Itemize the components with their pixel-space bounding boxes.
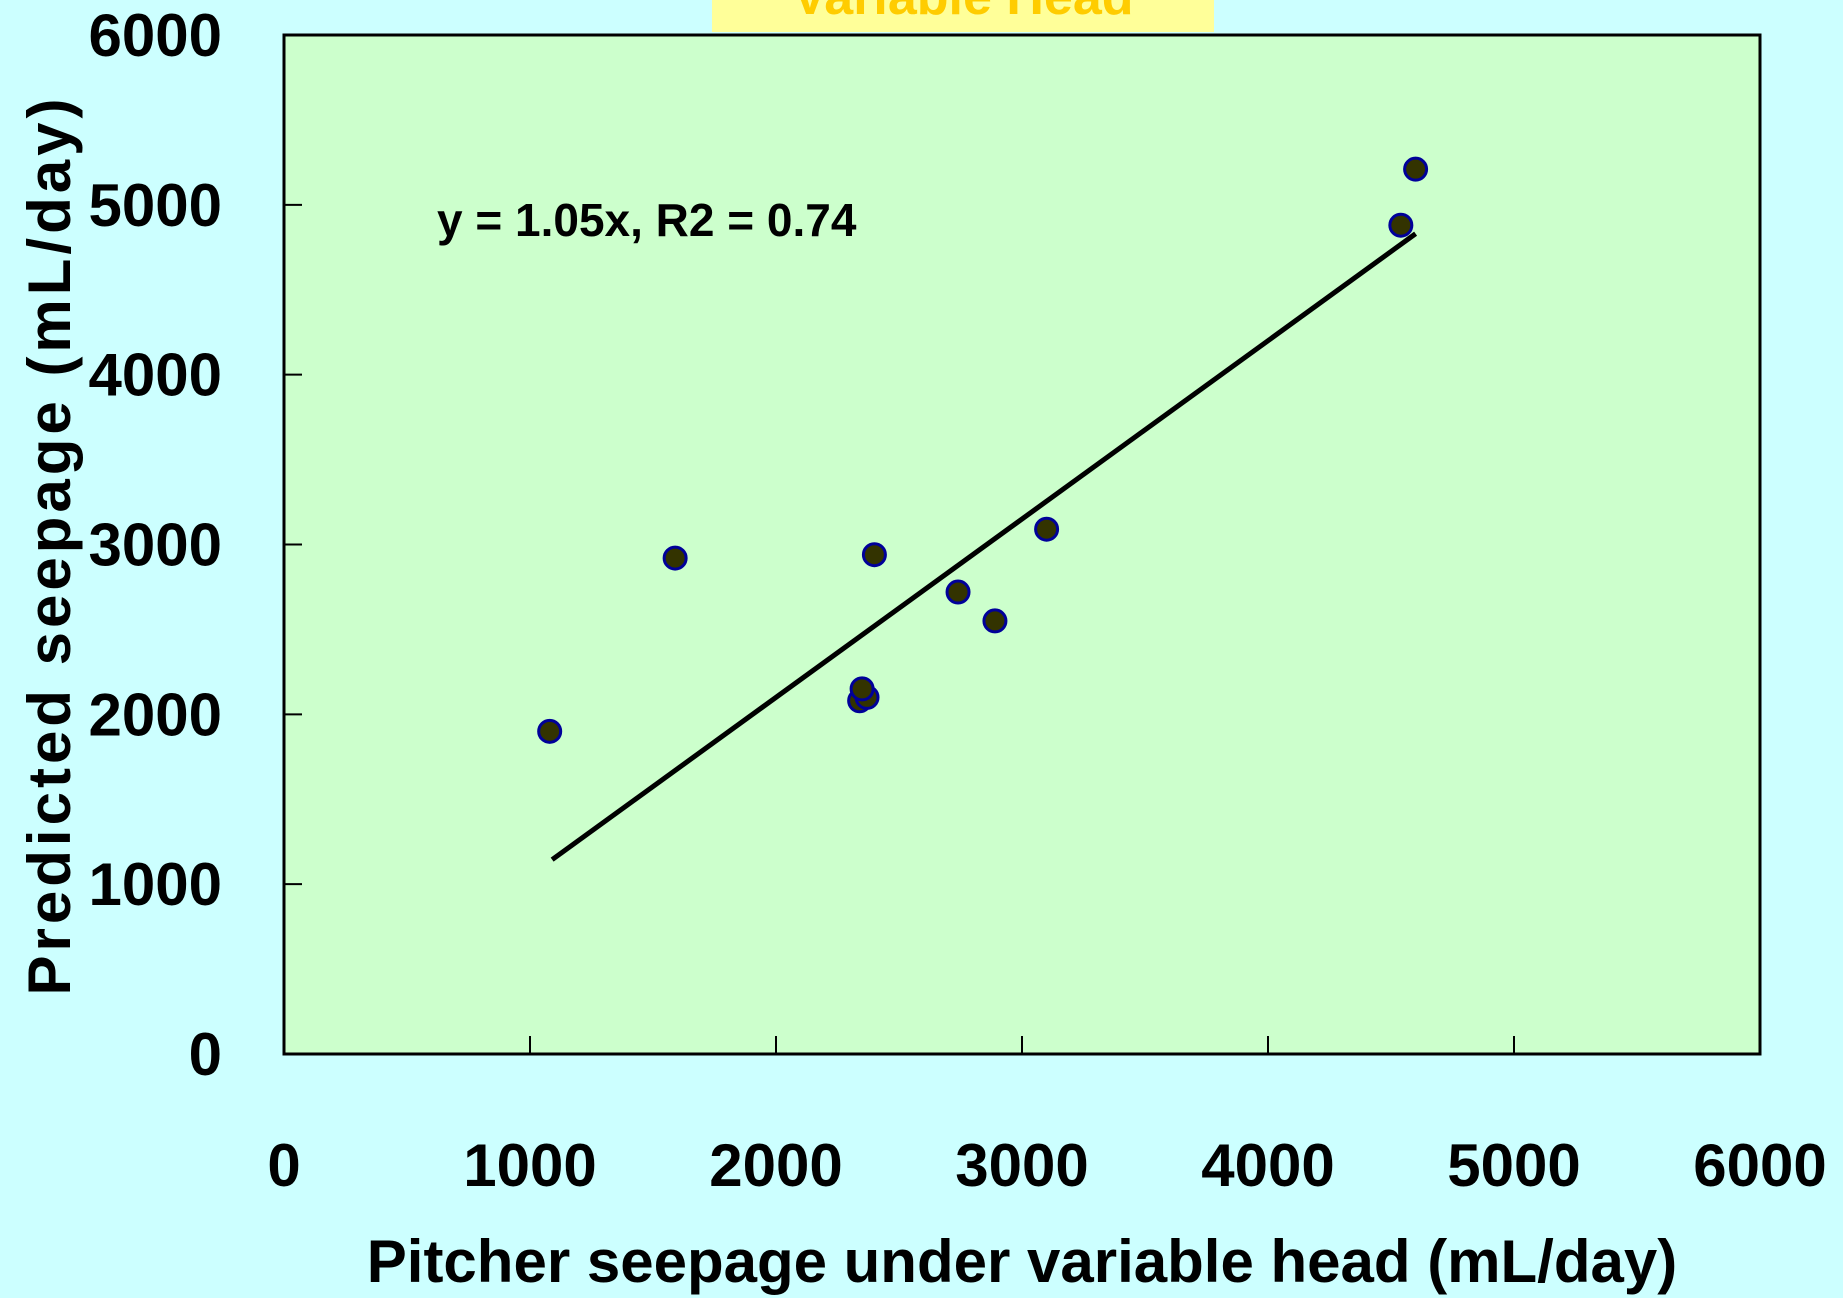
x-tick-label: 4000 [1201,1132,1334,1199]
y-tick-label: 2000 [89,681,222,748]
x-tick-label: 0 [267,1132,300,1199]
data-point [861,542,887,568]
x-tick-label: 1000 [463,1132,596,1199]
data-point [1034,516,1060,542]
x-tick-label: 5000 [1447,1132,1580,1199]
y-tick-label: 5000 [89,172,222,239]
x-tick-label: 2000 [709,1132,842,1199]
data-point [662,545,688,571]
data-point [849,676,875,702]
data-point [1388,212,1414,238]
trendline-equation: y = 1.05x, R2 = 0.74 [437,194,857,246]
data-point [945,579,971,605]
data-point [1403,156,1429,182]
x-axis: 0 1000 2000 3000 4000 5000 6000 [267,1036,1827,1199]
data-point [982,608,1008,634]
data-points [537,156,1429,744]
y-axis: 0 1000 2000 3000 4000 5000 6000 [89,2,302,1088]
x-tick-label: 3000 [955,1132,1088,1199]
chart-title: Variable Head [792,0,1133,26]
data-point [537,718,563,744]
x-tick-label: 6000 [1693,1132,1826,1199]
y-tick-label: 3000 [89,512,222,579]
title-box [712,0,1214,32]
trendline [550,231,1418,862]
plot-area [282,33,1762,1056]
y-tick-label: 6000 [89,2,222,69]
y-axis-title: Predicted seepage (mL/day) [16,95,83,996]
y-tick-label: 1000 [89,851,222,918]
x-axis-title: Pitcher seepage under variable head (mL/… [367,1228,1677,1295]
y-tick-label: 4000 [89,342,222,409]
y-tick-label: 0 [189,1021,222,1088]
trendline-group [550,231,1418,862]
